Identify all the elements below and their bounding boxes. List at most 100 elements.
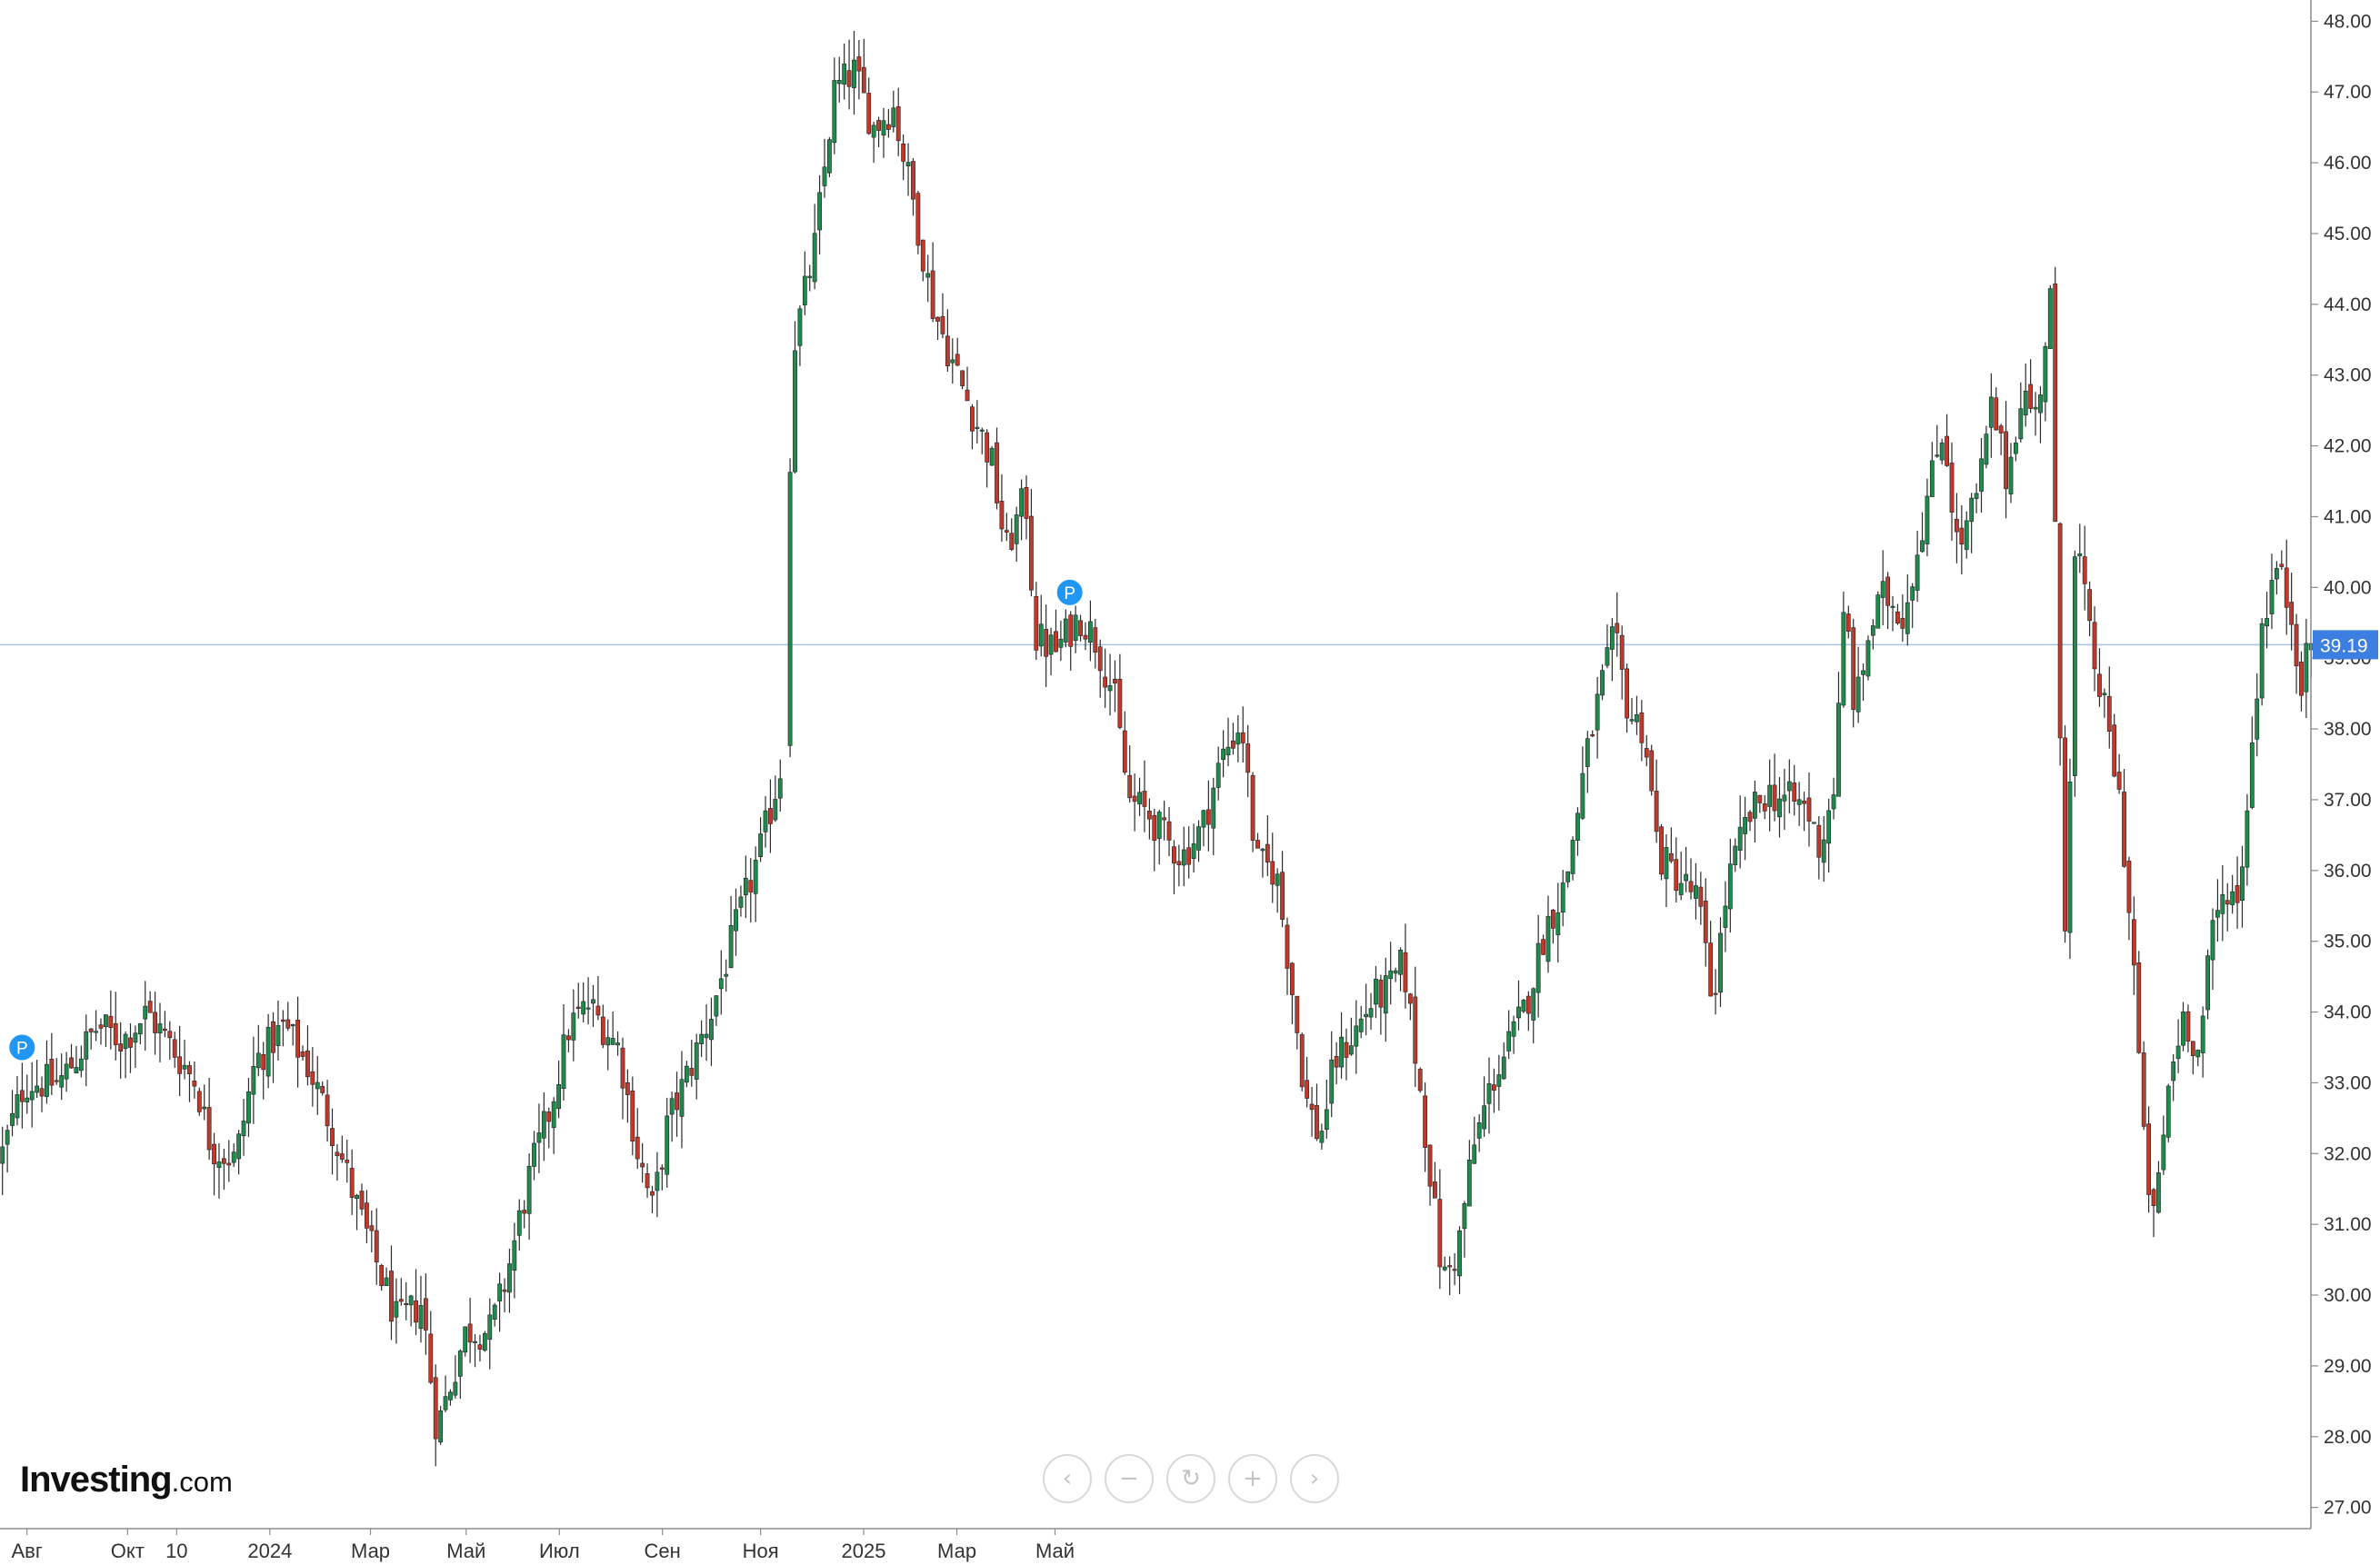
- candle: [615, 1031, 620, 1056]
- candle-body-down: [2146, 1123, 2152, 1195]
- candle: [0, 1126, 5, 1196]
- candle: [1885, 572, 1891, 630]
- candle-body-up: [1737, 826, 1743, 852]
- candle-body-down: [88, 1028, 94, 1032]
- candle-body-down: [1146, 811, 1152, 820]
- candle: [1743, 796, 1747, 861]
- candle-body-down: [2225, 900, 2230, 905]
- candle: [1841, 591, 1846, 708]
- candle: [591, 984, 595, 1027]
- candle-body-down: [2004, 431, 2008, 490]
- candle: [595, 975, 601, 1021]
- investing-logo: Investing.com: [20, 1460, 233, 1500]
- candle-body-down: [113, 1022, 118, 1045]
- candle-body-up: [1723, 905, 1728, 928]
- candle-body-down: [1113, 678, 1117, 683]
- candle-body-up: [1939, 443, 1945, 461]
- reset-button[interactable]: ↻: [1166, 1454, 1215, 1503]
- candle-body-up: [2156, 1172, 2161, 1213]
- candle: [748, 858, 754, 923]
- candle: [940, 293, 945, 339]
- candle: [265, 1013, 271, 1089]
- candle: [827, 136, 832, 177]
- candle-body-down: [1152, 814, 1157, 842]
- candle: [2112, 713, 2117, 778]
- candle-body-up: [1861, 670, 1865, 675]
- candle: [1166, 806, 1172, 857]
- candle: [546, 1107, 552, 1149]
- candle-body-up: [1137, 792, 1142, 804]
- candle-body-up: [669, 1098, 675, 1115]
- candle-body-up: [443, 1396, 448, 1410]
- candle: [1113, 660, 1117, 713]
- candle-body-down: [2299, 662, 2304, 696]
- candle: [945, 309, 950, 372]
- y-tick-label: 46.00: [2324, 153, 2372, 174]
- candle: [404, 1281, 409, 1321]
- candle-body-down: [310, 1071, 315, 1085]
- candle: [280, 1010, 285, 1047]
- candle: [640, 1142, 645, 1183]
- candle: [1476, 1114, 1482, 1152]
- candle: [167, 1021, 173, 1060]
- candle-body-up: [1048, 634, 1054, 655]
- candle-body-up: [1786, 781, 1792, 792]
- candle-body-down: [2116, 772, 2122, 790]
- candle: [492, 1302, 497, 1327]
- candle: [1393, 967, 1398, 982]
- candle-body-up: [1374, 978, 1378, 1005]
- candle: [1525, 991, 1531, 1032]
- scroll-right-button[interactable]: ›: [1290, 1454, 1339, 1503]
- y-tick-label: 47.00: [2324, 82, 2372, 103]
- candle: [1221, 730, 1226, 778]
- candle: [2165, 1083, 2171, 1142]
- candle: [1176, 844, 1182, 887]
- candle: [1806, 773, 1812, 847]
- candle: [1635, 695, 1639, 735]
- candle: [10, 1090, 15, 1137]
- candle-body-down: [1851, 627, 1856, 711]
- candle-body-up: [2220, 893, 2225, 914]
- candle: [1802, 792, 1806, 832]
- candle: [1299, 1032, 1305, 1092]
- candle-body-down: [226, 1162, 232, 1166]
- candle: [457, 1349, 463, 1400]
- candle: [600, 1004, 605, 1049]
- candle: [832, 57, 837, 155]
- candle: [1172, 840, 1176, 894]
- candle-body-up: [2259, 623, 2265, 699]
- candle: [1156, 810, 1162, 865]
- candle-body-up: [728, 925, 734, 969]
- candle: [655, 1151, 660, 1218]
- candle: [970, 404, 975, 450]
- candle-body-down: [1166, 821, 1172, 841]
- candle: [1014, 506, 1019, 563]
- candle: [734, 888, 738, 956]
- candle-body-up: [137, 1022, 143, 1035]
- candle: [743, 855, 748, 919]
- candle: [196, 1087, 202, 1116]
- candle: [2220, 865, 2225, 942]
- scroll-left-button[interactable]: ‹: [1043, 1454, 1092, 1503]
- candle-body-up: [950, 359, 955, 364]
- candle-body-down: [1895, 611, 1900, 623]
- candle: [1191, 823, 1196, 872]
- candle-body-down: [1433, 1181, 1437, 1199]
- zoom-out-button[interactable]: −: [1105, 1454, 1154, 1503]
- candle-body-up: [1516, 1006, 1521, 1019]
- candle-body-up: [615, 1042, 620, 1046]
- candle: [1541, 934, 1545, 955]
- candle: [1486, 1057, 1492, 1134]
- candle: [2146, 1106, 2152, 1213]
- candle: [665, 1097, 670, 1188]
- candle-body-up: [1466, 1159, 1472, 1207]
- candle: [1994, 387, 1999, 431]
- chevron-right-icon: ›: [1309, 1465, 1320, 1492]
- candle: [1285, 917, 1290, 995]
- candle: [1605, 624, 1610, 669]
- candle-body-down: [985, 432, 990, 463]
- zoom-in-button[interactable]: +: [1228, 1454, 1277, 1503]
- candle: [1186, 826, 1192, 879]
